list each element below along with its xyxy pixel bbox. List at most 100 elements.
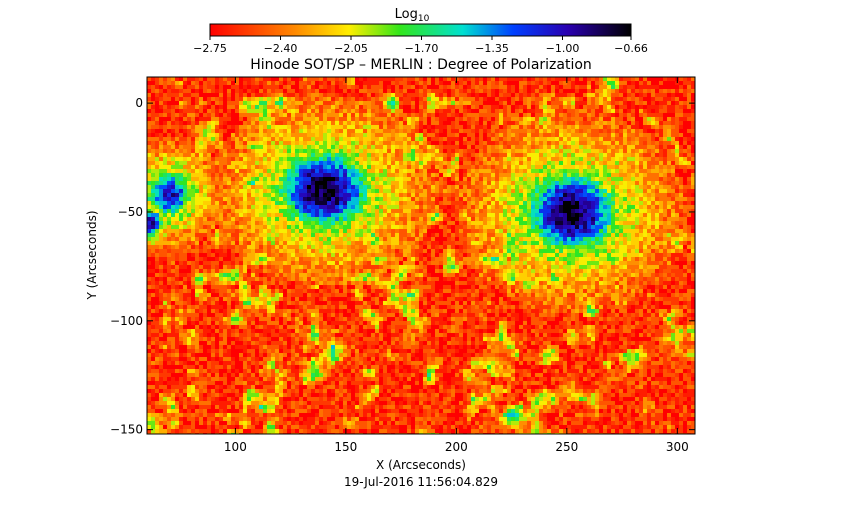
heatmap-cell (603, 149, 607, 153)
heatmap-cell (531, 117, 535, 121)
heatmap-cell (659, 129, 663, 133)
heatmap-cell (495, 201, 499, 205)
heatmap-cell (211, 249, 215, 253)
heatmap-cell (275, 129, 279, 133)
heatmap-cell (235, 241, 239, 245)
heatmap-cell (171, 81, 175, 85)
heatmap-cell (395, 233, 399, 237)
heatmap-cell (527, 161, 531, 165)
heatmap-cell (215, 161, 219, 165)
heatmap-cell (607, 201, 611, 205)
heatmap-cell (603, 229, 607, 233)
heatmap-cell (511, 133, 515, 137)
heatmap-cell (287, 185, 295, 189)
heatmap-cell (627, 121, 631, 125)
heatmap-cell (491, 81, 495, 85)
heatmap-cell (415, 125, 419, 129)
heatmap-cell (295, 137, 299, 141)
heatmap-cell (151, 213, 159, 217)
heatmap-cell (651, 153, 655, 157)
heatmap-cell (371, 217, 375, 221)
heatmap-cell (455, 213, 459, 217)
heatmap-cell (579, 85, 587, 89)
heatmap-cell (207, 173, 211, 177)
heatmap-cell (391, 229, 395, 233)
heatmap-cell (215, 229, 219, 233)
heatmap-cell (375, 189, 379, 193)
heatmap-cell (679, 213, 683, 217)
heatmap-cell (391, 161, 395, 165)
heatmap-cell (239, 217, 243, 221)
heatmap-cell (571, 113, 575, 117)
heatmap-cell (639, 97, 643, 101)
heatmap-cell (491, 153, 499, 157)
heatmap-cell (279, 117, 291, 121)
heatmap-cell (659, 89, 663, 93)
heatmap-cell (359, 125, 363, 129)
heatmap-cell (635, 225, 639, 229)
heatmap-cell (607, 197, 611, 201)
heatmap-cell (147, 177, 151, 181)
heatmap-cell (467, 153, 471, 157)
heatmap-cell (483, 137, 487, 141)
heatmap-cell (631, 189, 635, 193)
heatmap-cell (491, 105, 499, 109)
heatmap-cell (463, 157, 467, 161)
heatmap-cell (679, 245, 683, 249)
heatmap-cell (575, 213, 579, 217)
heatmap-cell (451, 161, 455, 165)
heatmap-cell (379, 157, 383, 161)
heatmap-cell (643, 113, 647, 117)
heatmap-cell (187, 117, 191, 121)
heatmap-cell (179, 133, 183, 137)
heatmap-cell (211, 237, 215, 241)
heatmap-cell (335, 157, 339, 161)
heatmap-cell (155, 121, 159, 125)
heatmap-cell (259, 193, 263, 197)
heatmap-cell (575, 93, 583, 97)
heatmap-cell (503, 105, 507, 109)
heatmap-cell (267, 109, 271, 113)
heatmap-cell (355, 81, 363, 85)
heatmap-cell (683, 133, 691, 137)
heatmap-cell (623, 157, 627, 161)
heatmap-cell (495, 173, 499, 177)
heatmap-cell (499, 117, 503, 121)
heatmap-cell (199, 229, 207, 233)
heatmap-cell (479, 173, 483, 177)
heatmap-cell (391, 101, 395, 105)
heatmap-cell (335, 141, 339, 145)
heatmap-cell (371, 85, 383, 89)
heatmap-cell (219, 121, 223, 125)
heatmap-cell (219, 133, 223, 137)
heatmap-cell (199, 221, 203, 225)
heatmap-cell (175, 153, 179, 157)
heatmap-cell (295, 209, 299, 213)
heatmap-cell (251, 121, 255, 125)
heatmap-cell (407, 165, 411, 169)
heatmap-cell (367, 221, 371, 225)
heatmap-cell (591, 193, 595, 197)
heatmap-cell (167, 81, 171, 85)
heatmap-cell (579, 213, 583, 217)
heatmap-cell (363, 173, 367, 177)
heatmap-cell (543, 241, 551, 245)
heatmap-cell (307, 205, 311, 209)
heatmap-cell (451, 125, 455, 129)
heatmap-cell (187, 133, 191, 137)
heatmap-cell (519, 161, 523, 165)
heatmap-cell (171, 189, 175, 193)
heatmap-cell (459, 89, 463, 93)
heatmap-cell (623, 197, 627, 201)
heatmap-cell (559, 233, 563, 237)
heatmap-cell (399, 97, 403, 101)
heatmap-cell (583, 201, 591, 205)
heatmap-cell (439, 77, 443, 81)
heatmap-cell (527, 101, 531, 105)
heatmap-cell (263, 169, 267, 173)
heatmap-cell (355, 165, 359, 169)
heatmap-cell (551, 209, 555, 213)
heatmap-cell (203, 77, 207, 81)
heatmap-cell (447, 181, 455, 185)
heatmap-cell (615, 149, 619, 153)
